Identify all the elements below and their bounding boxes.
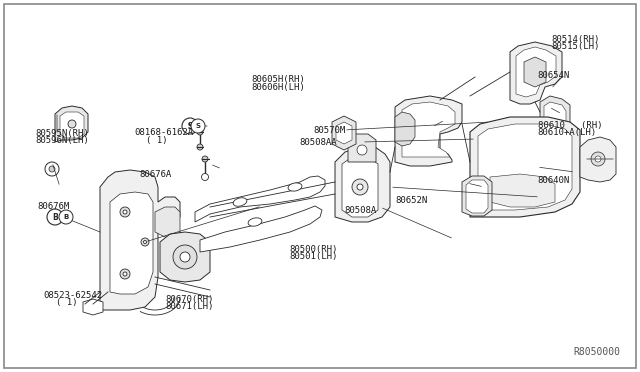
Polygon shape (478, 124, 572, 210)
Polygon shape (580, 137, 616, 182)
Circle shape (191, 119, 205, 133)
Circle shape (202, 156, 208, 162)
Polygon shape (155, 207, 180, 237)
Text: 80500(RH): 80500(RH) (289, 245, 338, 254)
Circle shape (120, 207, 130, 217)
Circle shape (120, 269, 130, 279)
Polygon shape (336, 122, 352, 144)
Circle shape (197, 129, 203, 135)
Text: S: S (195, 123, 200, 129)
Text: 80676A: 80676A (140, 170, 172, 179)
Polygon shape (544, 102, 566, 131)
Polygon shape (490, 174, 555, 207)
Text: 80676M: 80676M (37, 202, 69, 211)
Circle shape (180, 252, 190, 262)
Circle shape (123, 210, 127, 214)
Ellipse shape (288, 183, 302, 191)
Circle shape (68, 120, 76, 128)
Circle shape (591, 152, 605, 166)
Text: R8050000: R8050000 (573, 347, 620, 357)
Circle shape (59, 210, 73, 224)
Circle shape (595, 156, 601, 162)
Polygon shape (195, 176, 325, 222)
Circle shape (123, 272, 127, 276)
Polygon shape (110, 192, 153, 294)
Circle shape (141, 238, 149, 246)
Ellipse shape (248, 218, 262, 226)
Polygon shape (342, 157, 378, 217)
Polygon shape (402, 102, 455, 157)
Polygon shape (60, 112, 84, 138)
Text: 08523-62542: 08523-62542 (44, 291, 102, 300)
Polygon shape (395, 96, 462, 166)
Polygon shape (524, 57, 546, 87)
Text: B: B (52, 212, 58, 221)
Text: 80610+A(LH): 80610+A(LH) (538, 128, 596, 137)
Text: 80514(RH): 80514(RH) (552, 35, 600, 44)
Polygon shape (160, 232, 210, 282)
Circle shape (357, 184, 363, 190)
Text: 80595N(RH): 80595N(RH) (35, 129, 89, 138)
Text: 80654N: 80654N (538, 71, 570, 80)
Circle shape (357, 145, 367, 155)
Text: 80670(RH): 80670(RH) (165, 295, 214, 304)
Polygon shape (200, 206, 322, 252)
Circle shape (45, 162, 59, 176)
Text: S: S (188, 122, 193, 131)
Polygon shape (55, 106, 88, 142)
Polygon shape (540, 96, 570, 135)
Ellipse shape (233, 198, 247, 206)
Text: B: B (63, 214, 68, 220)
Polygon shape (462, 176, 492, 216)
Circle shape (202, 173, 209, 180)
Text: 80652N: 80652N (395, 196, 427, 205)
Circle shape (49, 166, 55, 172)
Text: ( 1): ( 1) (146, 137, 168, 145)
Text: 80596N(LH): 80596N(LH) (35, 137, 89, 145)
Text: 80605H(RH): 80605H(RH) (251, 76, 305, 84)
Text: 80570M: 80570M (314, 126, 346, 135)
Polygon shape (510, 42, 562, 104)
Polygon shape (470, 117, 580, 217)
Text: 80610   (RH): 80610 (RH) (538, 121, 602, 130)
Polygon shape (100, 170, 180, 310)
Text: 08168-6162A: 08168-6162A (134, 128, 193, 137)
Polygon shape (332, 116, 356, 150)
Text: 80671(LH): 80671(LH) (165, 302, 214, 311)
Polygon shape (348, 134, 376, 162)
Circle shape (352, 179, 368, 195)
Polygon shape (395, 112, 415, 146)
Text: 80606H(LH): 80606H(LH) (251, 83, 305, 92)
Polygon shape (83, 299, 103, 315)
Polygon shape (516, 47, 556, 97)
Text: ( 1): ( 1) (56, 298, 78, 307)
Circle shape (173, 245, 197, 269)
Circle shape (197, 144, 203, 150)
Text: 80515(LH): 80515(LH) (552, 42, 600, 51)
Text: 80508AA: 80508AA (300, 138, 337, 147)
Text: S: S (188, 122, 193, 131)
Circle shape (182, 118, 198, 134)
Text: 80508A: 80508A (344, 206, 376, 215)
Polygon shape (335, 147, 390, 222)
Text: 80501(LH): 80501(LH) (289, 252, 338, 261)
Circle shape (143, 241, 147, 244)
FancyBboxPatch shape (4, 4, 636, 368)
Circle shape (47, 209, 63, 225)
Text: 80640N: 80640N (538, 176, 570, 185)
Polygon shape (466, 180, 488, 213)
